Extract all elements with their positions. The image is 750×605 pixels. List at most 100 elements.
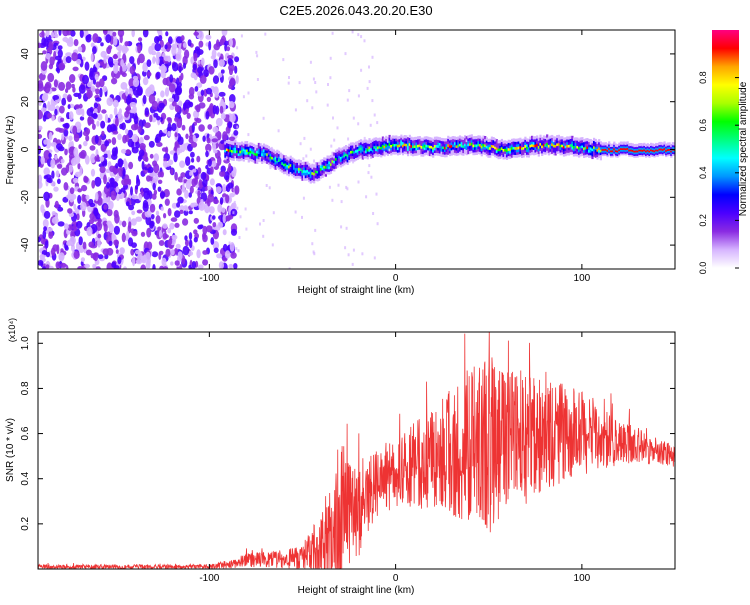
heatmap-ridge-cell [567, 144, 571, 148]
heatmap-ridge-cell [462, 144, 465, 148]
heatmap-ridge-cell [477, 143, 480, 147]
heatmap-ridge-cell [494, 151, 497, 155]
heatmap-ridge-cell [286, 159, 289, 163]
heatmap-noise-cell [57, 206, 64, 212]
heatmap-noise-cell [104, 113, 109, 124]
heatmap-ridge-cell [477, 137, 480, 142]
heatmap-ridge-cell [289, 171, 292, 175]
heatmap-ridge-cell [288, 167, 291, 172]
colorbar-tick-label: 0.0 [698, 262, 708, 275]
heatmap-ridge-cell [633, 145, 636, 149]
heatmap-ridge-cell [643, 149, 646, 153]
heatmap-ridge-cell [341, 163, 344, 167]
heatmap-ridge-cell [655, 146, 658, 150]
heatmap-ridge-cell [524, 136, 527, 140]
heatmap-ridge-cell [232, 149, 235, 154]
heatmap-ridge-cell [303, 172, 306, 176]
heatmap-ridge-cell [356, 149, 359, 153]
y-tick-label: 0.4 [20, 471, 31, 485]
heatmap-ridge-cell [670, 144, 673, 148]
heatmap-speck [329, 76, 332, 80]
heatmap-ridge-cell [536, 143, 539, 147]
heatmap-ridge-cell [544, 143, 547, 147]
heatmap-ridge-cell [526, 148, 529, 153]
heatmap-noise-cell [212, 215, 216, 220]
heatmap-noise-cell [175, 243, 181, 250]
heatmap-ridge-cell [631, 143, 634, 147]
heatmap-ridge-cell [361, 140, 364, 144]
heatmap-ridge-cell [309, 175, 312, 179]
heatmap-ridge-cell [656, 144, 659, 148]
heatmap-ridge-cell [578, 141, 581, 145]
heatmap-ridge-cell [531, 141, 534, 145]
heatmap-ridge-cell [438, 139, 441, 143]
heatmap-speck [333, 138, 336, 142]
heatmap-ridge-cell [619, 141, 623, 145]
heatmap-ridge-cell [345, 158, 348, 162]
heatmap-noise-cell [38, 181, 43, 189]
heatmap-ridge-cell [661, 144, 664, 148]
heatmap-ridge-cell [293, 166, 296, 170]
heatmap-noise-cell [157, 186, 162, 192]
heatmap-ridge-cell [282, 168, 286, 172]
heatmap-speck [312, 77, 315, 81]
heatmap-noise-cell [173, 152, 178, 163]
heatmap-ridge-cell [572, 142, 576, 146]
heatmap-ridge-cell [393, 140, 396, 145]
heatmap-ridge-cell [581, 137, 584, 141]
heatmap-ridge-cell [234, 150, 237, 154]
heatmap-ridge-cell [345, 155, 348, 159]
heatmap-noise-cell [212, 222, 217, 228]
heatmap-ridge-cell [328, 158, 331, 162]
heatmap-noise-cell [146, 71, 152, 77]
x-tick-label: 100 [574, 573, 591, 584]
heatmap-noise-cell [191, 123, 195, 133]
heatmap-speck [306, 99, 309, 103]
heatmap-ridge-cell [514, 146, 517, 150]
heatmap-noise-cell [119, 247, 125, 255]
heatmap-ridge-cell [358, 142, 361, 146]
heatmap-ridge-cell [588, 141, 591, 145]
heatmap-ridge-cell [423, 141, 426, 145]
heatmap-ridge-cell [626, 141, 629, 145]
heatmap-ridge-cell [398, 136, 401, 140]
heatmap-ridge-cell [326, 171, 329, 175]
heatmap-ridge-cell [509, 140, 512, 144]
heatmap-noise-cell [131, 30, 135, 38]
heatmap-ridge-cell [407, 145, 410, 149]
heatmap-ridge-cell [225, 147, 229, 152]
heatmap-ridge-cell [591, 145, 594, 149]
heatmap-noise-cell [102, 85, 108, 93]
heatmap-ridge-cell [390, 152, 393, 156]
heatmap-ridge-cell [638, 150, 641, 154]
heatmap-ridge-cell [383, 148, 386, 152]
heatmap-noise-cell [40, 61, 48, 71]
heatmap-noise-cell [53, 186, 59, 192]
heatmap-ridge-cell [557, 134, 560, 138]
heatmap-ridge-cell [633, 147, 636, 151]
heatmap-ridge-cell [252, 151, 255, 155]
heatmap-ridge-cell [301, 167, 304, 171]
heatmap-ridge-cell [438, 152, 441, 157]
heatmap-ridge-cell [583, 152, 586, 156]
heatmap-ridge-cell [286, 167, 289, 171]
heatmap-ridge-cell [467, 148, 470, 152]
heatmap-speck [262, 116, 265, 120]
heatmap-noise-cell [210, 166, 214, 175]
heatmap-noise-cell [132, 256, 136, 267]
heatmap-speck [370, 175, 373, 179]
heatmap-ridge-cell [365, 139, 368, 143]
heatmap-ridge-cell [334, 165, 338, 169]
heatmap-ridge-cell [609, 145, 612, 149]
heatmap-ridge-cell [522, 141, 525, 145]
heatmap-ridge-cell [467, 137, 470, 142]
heatmap-ridge-cell [623, 143, 626, 147]
heatmap-ridge-cell [403, 150, 406, 154]
heatmap-ridge-cell [621, 145, 624, 149]
heatmap-ridge-cell [241, 141, 244, 145]
heatmap-ridge-cell [527, 138, 530, 142]
heatmap-ridge-cell [502, 153, 505, 157]
heatmap-ridge-cell [288, 160, 291, 164]
heatmap-ridge-cell [293, 169, 296, 173]
